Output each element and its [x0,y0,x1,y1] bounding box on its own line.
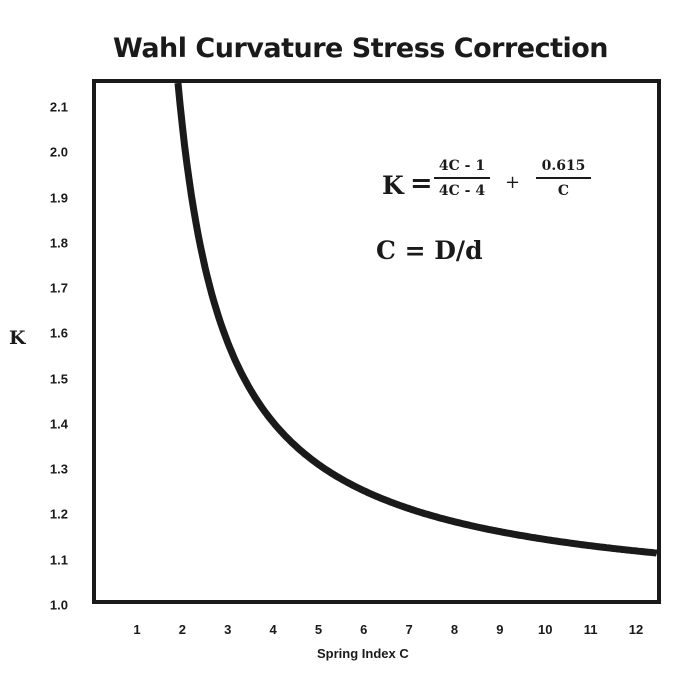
formula-equals: = [410,168,433,199]
x-tick-label: 9 [496,622,504,637]
formula-lhs: K [382,171,404,200]
x-tick-label: 1 [133,622,141,637]
fraction-2-bar [536,177,591,179]
y-tick-label: 1.6 [49,325,68,341]
y-tick-label: 1.5 [49,371,68,387]
formula-fraction-1: 4C - 1 4C - 4 [434,158,490,199]
y-tick-label: 1.2 [49,506,68,522]
y-tick-label: 1.3 [49,461,68,477]
y-tick-label: 1.7 [49,280,68,296]
x-tick-label: 11 [583,622,598,637]
fraction-1-denominator: 4C - 4 [438,183,486,199]
plot-frame [92,79,661,604]
x-tick-label: 10 [538,622,553,637]
spring-index-definition: C = D/d [376,236,483,265]
x-tick-label: 4 [269,622,277,637]
y-tick-label: 2.0 [49,144,68,160]
fraction-2-denominator: C [557,183,570,199]
x-tick-label: 8 [450,622,459,637]
x-tick-label: 7 [405,622,413,637]
y-axis-label: K [9,327,26,349]
fraction-2-numerator: 0.615 [541,158,586,174]
fraction-1-numerator: 4C - 1 [438,158,486,174]
y-tick-label: 2.1 [49,99,68,115]
formula-fraction-2: 0.615 C [536,158,591,199]
y-tick-label: 1.4 [49,416,68,432]
x-tick-label: 12 [628,622,644,637]
y-tick-label: 1.9 [49,190,68,206]
x-tick-label: 3 [224,622,232,637]
y-tick-label: 1.8 [49,235,68,251]
x-tick-label: 2 [178,622,186,637]
wahl-curve-line [174,82,659,557]
x-tick-label: 5 [314,622,323,637]
x-axis-label: Spring Index C [317,646,409,661]
y-tick-label: 1.1 [49,552,68,568]
formula-plus: + [505,172,521,193]
fraction-1-bar [434,177,490,179]
chart-title: Wahl Curvature Stress Correction [113,33,609,64]
x-tick-label: 6 [360,622,368,637]
y-tick-label: 1.0 [49,597,68,613]
